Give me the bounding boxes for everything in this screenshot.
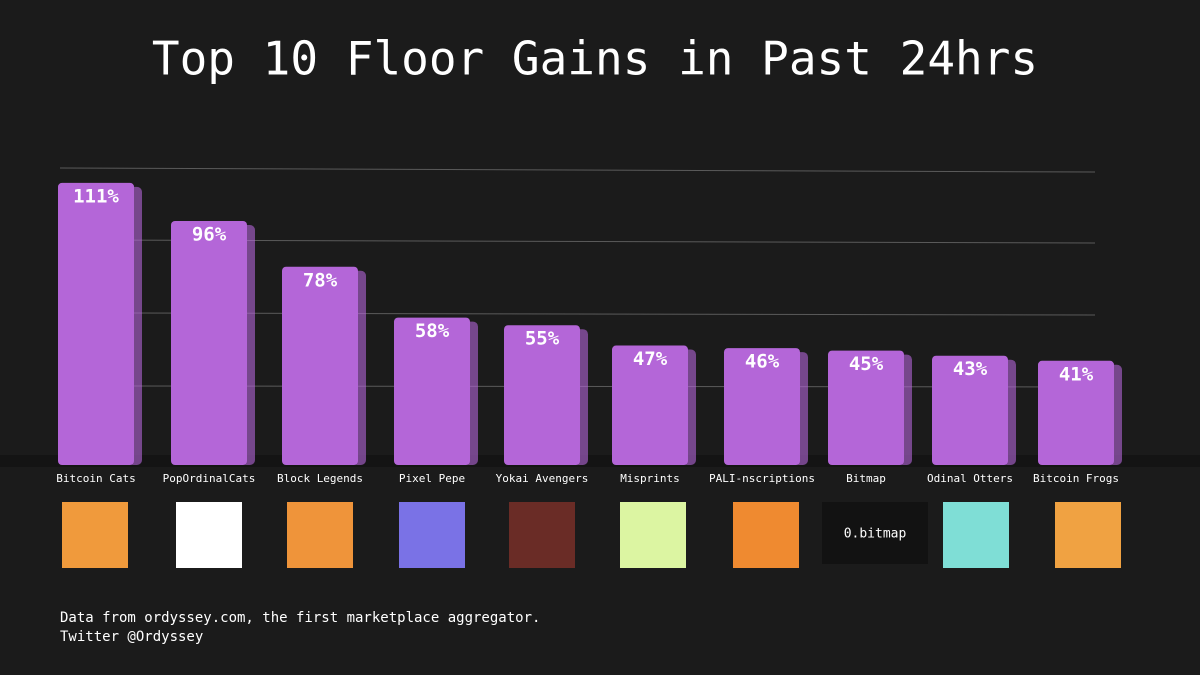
value-label: 47% [633,348,668,370]
bar [1038,360,1114,465]
thumbnails: 0.bitmap [62,502,1121,568]
grid-line [59,167,1096,173]
bar [58,182,134,465]
x-tick-label: Bitcoin Frogs [1033,472,1119,485]
thumbnail [399,502,465,568]
value-label: 46% [745,351,780,373]
thumbnail [822,502,928,564]
x-tick-label: Odinal Otters [927,472,1013,485]
value-label: 58% [415,320,450,342]
value-label: 78% [303,269,338,291]
thumbnail-text: 0.bitmap [844,527,907,542]
thumbnail [176,502,242,568]
bar [612,345,688,465]
chart-title: Top 10 Floor Gains in Past 24hrs [152,32,1038,86]
x-tick-label: PopOrdinalCats [163,472,256,485]
value-label: 43% [953,358,988,380]
thumbnail [1055,502,1121,568]
thumbnail [287,502,353,568]
bar [828,350,904,465]
grid-line [99,239,1096,244]
thumbnail [943,502,1009,568]
grid-line [99,312,1096,316]
value-label: 45% [849,353,884,375]
grid-line [99,385,1096,388]
x-tick-label: Bitcoin Cats [56,472,135,485]
thumbnail [62,502,128,568]
x-tick-label: Bitmap [846,472,886,485]
x-tick-label: Misprints [620,472,680,485]
x-tick-label: PALI-nscriptions [709,472,815,485]
value-label: 111% [73,185,119,207]
bar [724,348,800,465]
bar [171,221,247,465]
x-tick-label: Block Legends [277,472,363,485]
thumbnail [509,502,575,568]
x-tick-label: Pixel Pepe [399,472,465,485]
credit-note: Twitter @Ordyssey [60,629,203,645]
value-label: 96% [192,224,227,246]
thumbnail [733,502,799,568]
x-tick-label: Yokai Avengers [496,472,589,485]
bar [932,355,1008,465]
bar [504,325,580,465]
source-note: Data from ordyssey.com, the first market… [60,610,540,626]
thumbnail [620,502,686,568]
bar [394,317,470,465]
value-label: 41% [1059,363,1094,385]
bar [282,266,358,465]
value-label: 55% [525,328,560,350]
